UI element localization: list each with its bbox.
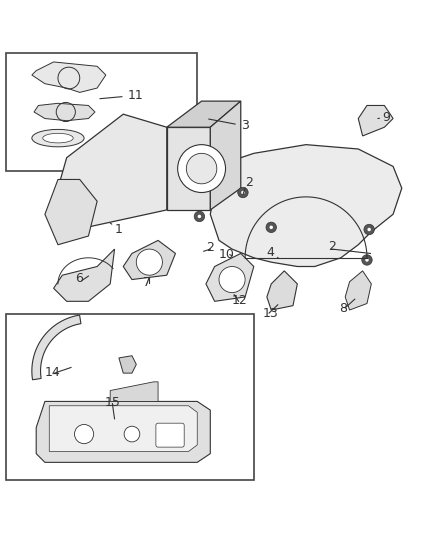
Circle shape <box>136 249 162 275</box>
Text: 2: 2 <box>245 176 253 189</box>
Text: 4: 4 <box>267 246 278 260</box>
Polygon shape <box>345 271 371 310</box>
Polygon shape <box>358 106 393 136</box>
Text: 14: 14 <box>45 366 60 379</box>
Polygon shape <box>210 101 241 210</box>
Text: 9: 9 <box>378 111 390 124</box>
Circle shape <box>198 215 201 218</box>
Text: 2: 2 <box>328 240 336 253</box>
Text: 15: 15 <box>105 396 120 409</box>
Ellipse shape <box>43 133 73 143</box>
Polygon shape <box>267 271 297 310</box>
Text: 7: 7 <box>143 276 151 289</box>
Circle shape <box>178 144 226 192</box>
Text: 10: 10 <box>219 248 235 261</box>
Text: 8: 8 <box>339 302 347 315</box>
Ellipse shape <box>32 130 84 147</box>
Circle shape <box>241 191 245 194</box>
Polygon shape <box>53 249 115 301</box>
Circle shape <box>266 222 276 232</box>
Polygon shape <box>34 103 95 120</box>
Text: 3: 3 <box>208 119 249 132</box>
FancyBboxPatch shape <box>156 423 184 447</box>
Polygon shape <box>32 62 106 92</box>
Text: 1: 1 <box>110 223 123 236</box>
Polygon shape <box>45 180 97 245</box>
Circle shape <box>367 228 371 231</box>
Text: 11: 11 <box>100 89 143 102</box>
Text: 13: 13 <box>262 306 278 320</box>
Circle shape <box>269 225 273 229</box>
Polygon shape <box>210 144 402 266</box>
Text: 6: 6 <box>75 272 83 285</box>
Polygon shape <box>119 356 136 373</box>
Circle shape <box>194 211 205 222</box>
Polygon shape <box>167 101 241 127</box>
Circle shape <box>238 187 248 198</box>
Polygon shape <box>206 254 254 301</box>
Circle shape <box>186 154 217 184</box>
Circle shape <box>219 266 245 293</box>
Text: 2: 2 <box>206 241 214 254</box>
Polygon shape <box>110 382 158 401</box>
Circle shape <box>364 224 374 235</box>
Polygon shape <box>32 315 81 380</box>
Circle shape <box>124 426 140 442</box>
Circle shape <box>362 255 372 265</box>
Polygon shape <box>123 240 176 279</box>
Polygon shape <box>36 401 210 462</box>
Polygon shape <box>58 114 167 232</box>
Text: 12: 12 <box>232 294 248 308</box>
Circle shape <box>74 424 94 443</box>
Polygon shape <box>49 406 197 451</box>
Polygon shape <box>167 127 210 210</box>
Circle shape <box>365 258 369 262</box>
